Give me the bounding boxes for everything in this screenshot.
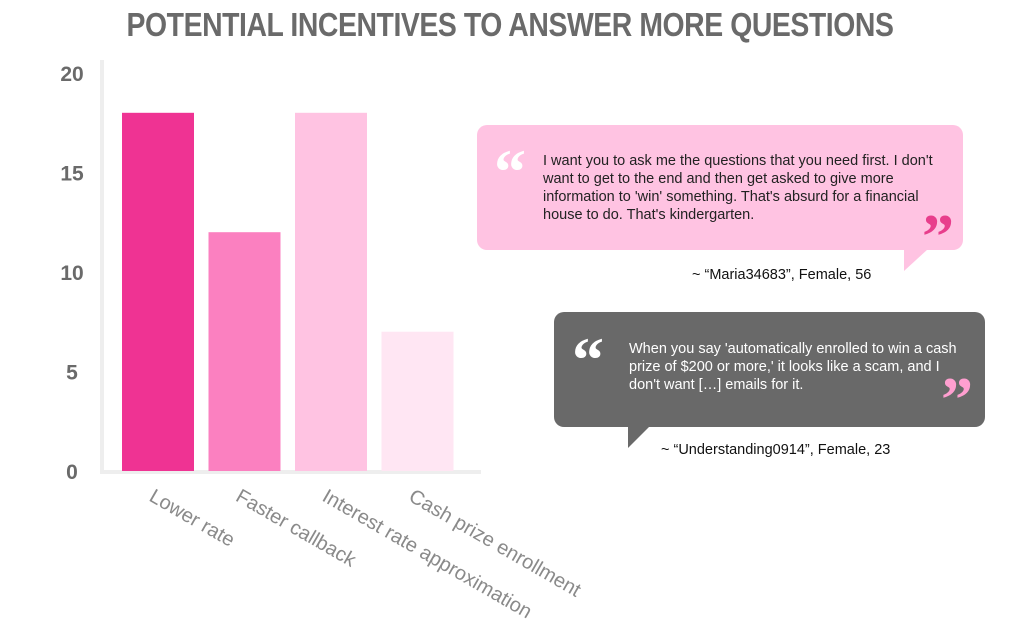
bar xyxy=(208,232,281,471)
y-tick-label: 20 xyxy=(60,63,83,86)
quote-bubble-1-tail xyxy=(904,249,928,271)
quote-1-text: I want you to ask me the questions that … xyxy=(543,153,933,223)
x-tick-label: Lower rate xyxy=(146,485,239,551)
bar xyxy=(381,331,454,471)
open-quote-icon: “ xyxy=(572,324,604,395)
quote-bubble-2 xyxy=(554,312,985,427)
quote-bubble-1 xyxy=(477,125,963,250)
bar xyxy=(122,112,194,472)
quote-bubble-2-tail xyxy=(628,426,650,448)
open-quote-icon: “ xyxy=(494,136,526,207)
chart-title: POTENTIAL INCENTIVES TO ANSWER MORE QUES… xyxy=(126,6,894,43)
quote-1-attribution: ~ “Maria34683”, Female, 56 xyxy=(692,267,872,283)
y-tick-label: 15 xyxy=(60,163,84,186)
quote-2-attribution: ~ “Understanding0914”, Female, 23 xyxy=(661,442,891,458)
y-tick-label: 0 xyxy=(66,461,78,484)
bar xyxy=(295,112,367,472)
y-tick-label: 10 xyxy=(60,262,83,285)
y-tick-label: 5 xyxy=(66,362,78,385)
close-quote-icon: ” xyxy=(922,201,954,272)
quote-2-text: When you say 'automatically enrolled to … xyxy=(629,341,957,393)
close-quote-icon: ” xyxy=(941,364,973,435)
